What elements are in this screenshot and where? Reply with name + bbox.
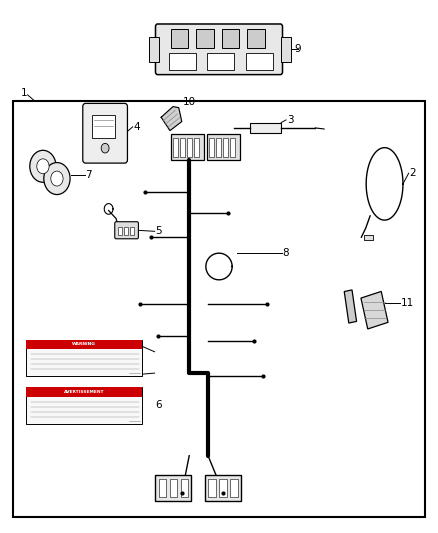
Bar [209, 138, 214, 157]
Bar [207, 53, 234, 70]
Bar [26, 340, 142, 376]
Text: 2: 2 [410, 168, 416, 178]
Bar [170, 479, 177, 497]
Circle shape [30, 150, 56, 182]
Text: WARNING: WARNING [72, 342, 96, 346]
Bar [171, 29, 188, 49]
Bar [124, 227, 128, 235]
Text: 10: 10 [183, 98, 196, 107]
Bar [118, 227, 122, 235]
Bar [173, 138, 178, 157]
Bar [223, 138, 228, 157]
Bar [26, 340, 142, 349]
Bar [230, 138, 235, 157]
Bar [13, 101, 425, 517]
FancyBboxPatch shape [155, 24, 283, 75]
Bar [208, 479, 216, 497]
Bar [364, 235, 373, 240]
Text: 9: 9 [294, 44, 301, 54]
Circle shape [44, 163, 70, 195]
Text: 1: 1 [21, 88, 28, 98]
Bar [171, 134, 204, 160]
Text: 6: 6 [155, 400, 162, 410]
Polygon shape [344, 290, 357, 323]
Text: 3: 3 [287, 115, 293, 125]
Polygon shape [161, 107, 182, 131]
Bar [92, 115, 115, 138]
Bar [187, 138, 192, 157]
Bar [169, 53, 196, 70]
Bar [281, 37, 291, 62]
FancyBboxPatch shape [83, 103, 127, 163]
Bar [26, 387, 142, 424]
Text: 7: 7 [85, 170, 92, 180]
Text: 8: 8 [283, 248, 289, 258]
Bar [219, 479, 227, 497]
Bar [130, 227, 134, 235]
Bar [207, 134, 240, 160]
Bar [222, 29, 239, 49]
Bar [205, 475, 241, 501]
Bar [149, 37, 159, 62]
Bar [250, 123, 281, 133]
Circle shape [101, 143, 109, 153]
Bar [155, 475, 191, 501]
Bar [159, 479, 166, 497]
Bar [247, 29, 265, 49]
Bar [181, 479, 188, 497]
Text: AVERTISSEMENT: AVERTISSEMENT [64, 390, 104, 394]
Polygon shape [361, 292, 388, 329]
Text: 5: 5 [155, 227, 162, 236]
Bar [194, 138, 199, 157]
Circle shape [51, 171, 63, 186]
Bar [246, 53, 273, 70]
Bar [196, 29, 214, 49]
FancyBboxPatch shape [115, 222, 138, 239]
Bar [216, 138, 221, 157]
Bar [230, 479, 238, 497]
Circle shape [37, 159, 49, 174]
Bar [26, 387, 142, 397]
Text: 4: 4 [134, 122, 140, 132]
Text: 11: 11 [401, 298, 414, 308]
Bar [180, 138, 185, 157]
